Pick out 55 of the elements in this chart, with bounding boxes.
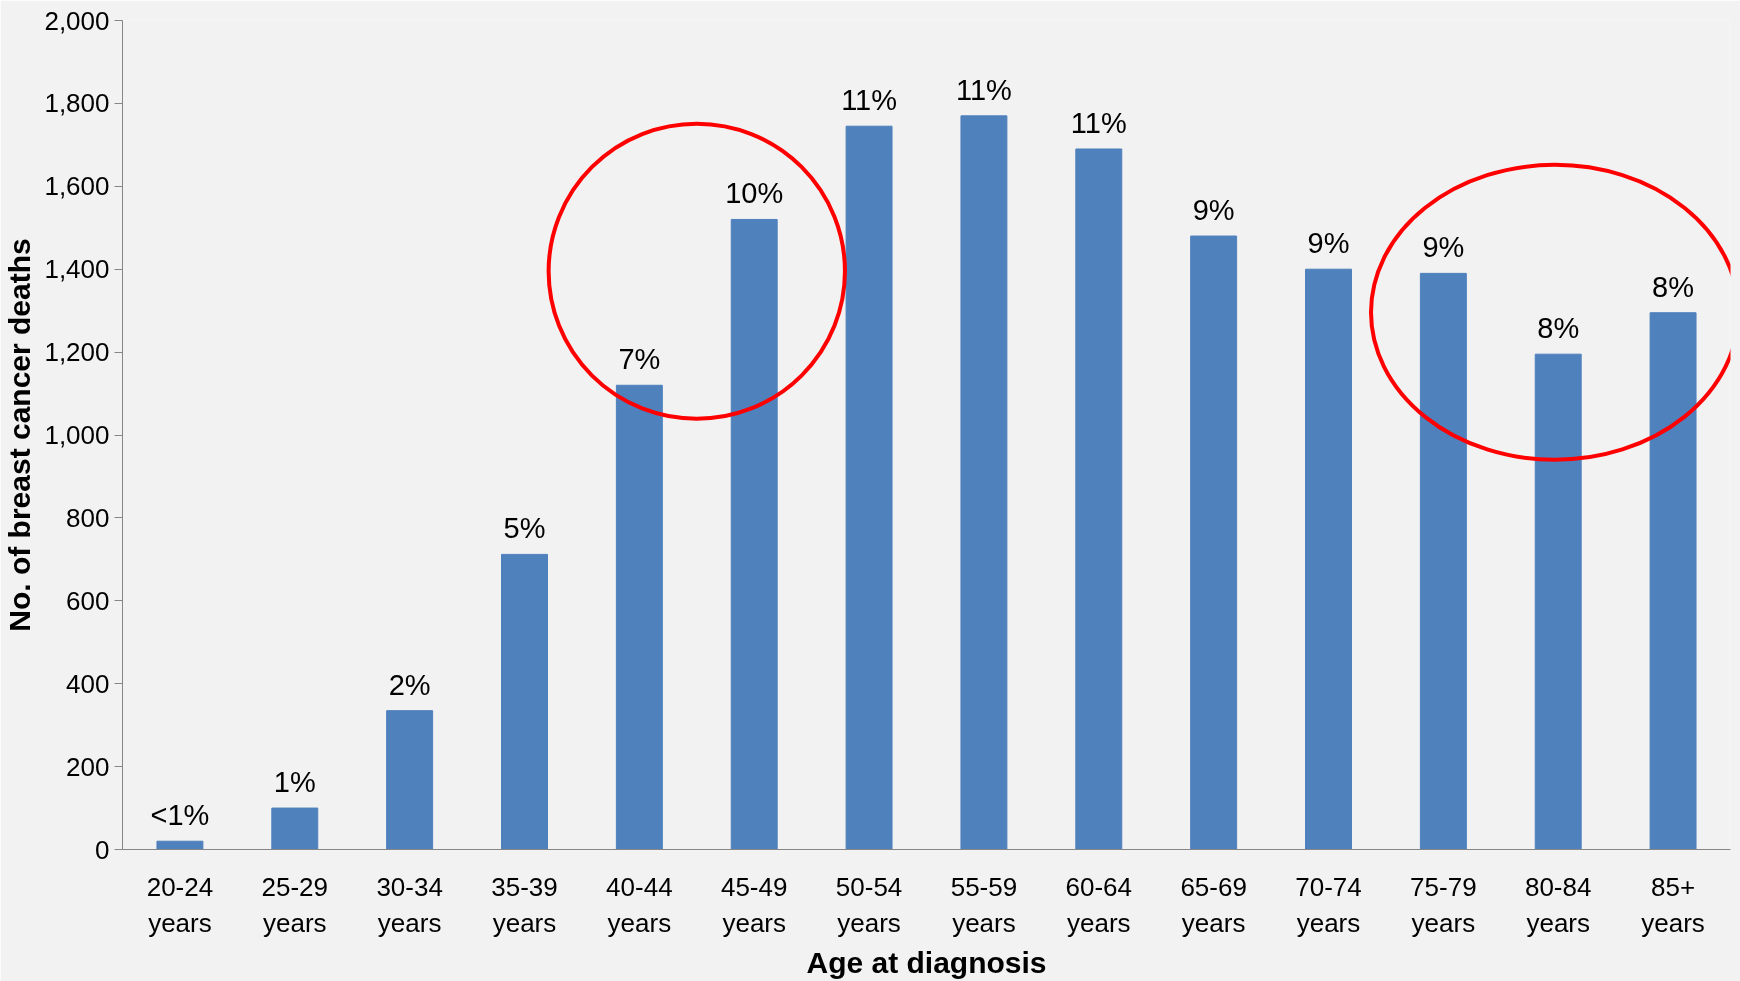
annotation: 9% — [1422, 231, 1465, 264]
annotation: 9% — [1192, 194, 1235, 227]
bar — [845, 125, 893, 850]
bar — [615, 384, 663, 850]
annotation: 11% — [1070, 106, 1127, 139]
y-tick-label: 1,600 — [44, 171, 110, 202]
y-tick-label: 1,800 — [44, 88, 110, 119]
x-tick-label: 20-24 years — [146, 871, 214, 938]
y-tick-label: 0 — [95, 834, 110, 865]
x-tick-label: 30-34 years — [376, 871, 443, 938]
x-tick-label: 40-44 years — [606, 871, 673, 938]
y-tick-label: 400 — [66, 668, 110, 699]
bar — [1305, 268, 1352, 850]
x-tick-label: 85+ years — [1641, 871, 1705, 938]
bar — [501, 553, 548, 850]
annotation: 8% — [1537, 312, 1580, 345]
bar — [156, 840, 204, 850]
annotation: 11% — [955, 73, 1012, 106]
x-tick-label: 25-29 years — [261, 871, 329, 938]
x-tick-label: 45-49 years — [720, 871, 788, 938]
bar — [1419, 272, 1467, 850]
x-tick-label: 75-79 years — [1410, 871, 1477, 938]
bar — [1649, 312, 1697, 850]
annotation: 10% — [725, 177, 784, 210]
annotation: 5% — [503, 512, 546, 545]
x-tick-label: 55-59 years — [950, 871, 1018, 938]
bar — [960, 115, 1008, 850]
bar — [730, 218, 778, 850]
annotation: 1% — [273, 766, 316, 799]
y-tick-label: 2,000 — [44, 5, 110, 36]
y-tick-label: 1,400 — [44, 254, 110, 285]
annotation: 2% — [388, 668, 431, 701]
y-tick-label: 1,200 — [44, 337, 110, 368]
annotation: 9% — [1307, 227, 1350, 260]
bar — [1190, 235, 1238, 850]
y-tick-label: 800 — [66, 502, 110, 533]
bar — [271, 807, 319, 850]
annotation: 8% — [1652, 270, 1695, 303]
bar — [386, 710, 434, 850]
x-tick-label: 35-39 years — [491, 871, 558, 938]
y-axis-title: No. of breast cancer deaths — [3, 238, 37, 632]
bar — [1075, 148, 1123, 850]
bar — [1534, 353, 1582, 850]
y-tick-label: 600 — [66, 585, 110, 616]
x-axis-title: Age at diagnosis — [806, 945, 1047, 979]
y-tick-label: 200 — [66, 751, 110, 782]
annotation: <1% — [150, 799, 210, 832]
x-tick-label: 65-69 years — [1180, 871, 1247, 938]
x-tick-label: 60-64 years — [1065, 871, 1133, 938]
annotation: 7% — [618, 343, 661, 376]
annotation: 11% — [841, 84, 898, 117]
x-tick-label: 50-54 years — [835, 871, 903, 938]
x-tick-label: 80-84 years — [1524, 871, 1592, 938]
y-tick-label: 1,000 — [44, 420, 110, 450]
x-tick-label: 70-74 years — [1295, 871, 1362, 938]
